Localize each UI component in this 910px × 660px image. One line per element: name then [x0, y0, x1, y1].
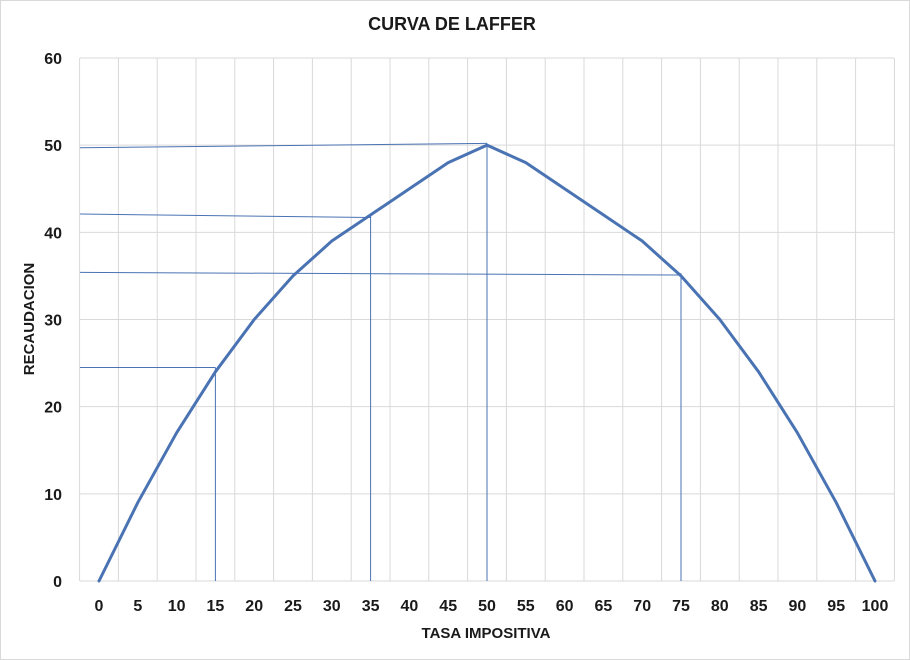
series-lines — [97, 143, 877, 583]
x-tick-label: 25 — [284, 598, 302, 615]
x-tick-labels: 0 5 10 15 20 25 30 35 40 45 50 55 60 65 70 75 80 85 90 95 10… — [95, 598, 889, 615]
x-tick-label: 5 — [133, 598, 142, 615]
y-tick-label: 60 — [44, 51, 62, 68]
x-tick-label: 30 — [323, 598, 341, 615]
horizontal-reference-line — [79, 213, 371, 219]
horizontal-reference-line — [79, 271, 682, 276]
x-tick-label: 75 — [672, 598, 690, 615]
x-tick-label: 45 — [439, 598, 457, 615]
x-tick-label: 85 — [750, 598, 768, 615]
x-tick-label: 55 — [517, 598, 535, 615]
x-tick-label: 65 — [595, 598, 613, 615]
y-tick-label: 10 — [44, 487, 62, 504]
x-tick-label: 0 — [95, 598, 104, 615]
x-tick-label: 15 — [207, 598, 225, 615]
x-tick-label: 90 — [789, 598, 807, 615]
y-tick-label: 0 — [53, 574, 62, 591]
x-tick-label: 80 — [711, 598, 729, 615]
laffer-curve-line — [97, 143, 877, 583]
x-axis-label: TASA IMPOSITIVA — [422, 625, 551, 642]
x-tick-label: 50 — [478, 598, 496, 615]
y-tick-label: 30 — [44, 313, 62, 330]
x-tick-label: 60 — [556, 598, 574, 615]
x-tick-label: 10 — [168, 598, 186, 615]
x-tick-label: 40 — [401, 598, 419, 615]
y-tick-label: 20 — [44, 400, 62, 417]
x-tick-label: 100 — [862, 598, 889, 615]
x-tick-label: 20 — [245, 598, 263, 615]
x-tick-label: 95 — [827, 598, 845, 615]
horizontal-reference-line — [79, 142, 488, 149]
chart-title: CURVA DE LAFFER — [368, 14, 536, 34]
reference-lines — [79, 142, 682, 581]
y-tick-labels: 0 10 20 30 40 50 60 — [44, 51, 62, 591]
x-tick-label: 70 — [633, 598, 651, 615]
y-axis-label: RECAUDACION — [21, 263, 38, 376]
x-tick-label: 35 — [362, 598, 380, 615]
y-tick-label: 50 — [44, 138, 62, 155]
y-tick-label: 40 — [44, 225, 62, 242]
